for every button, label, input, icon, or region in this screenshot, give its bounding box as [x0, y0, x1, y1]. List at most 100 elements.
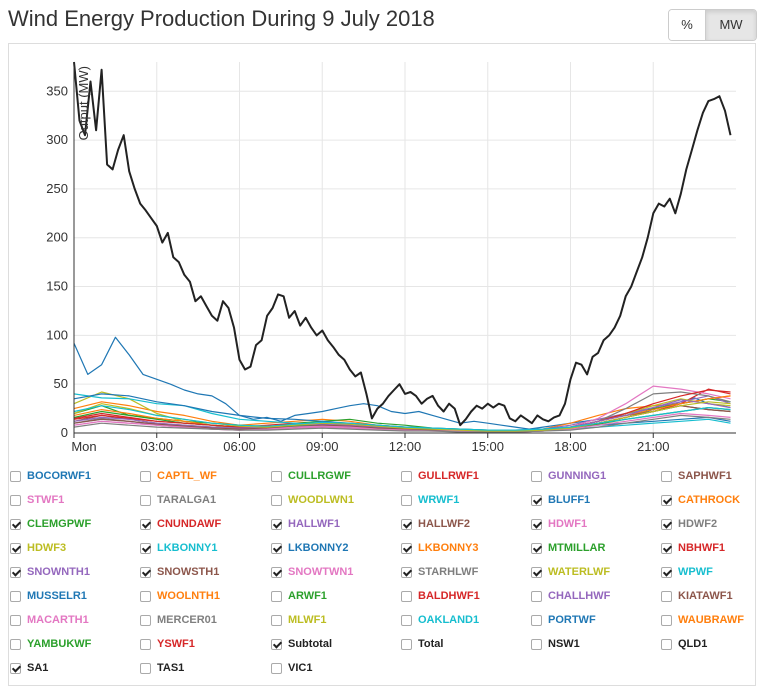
legend-item-snownth1[interactable]: SNOWNTH1 [10, 566, 90, 578]
legend-checkbox[interactable] [271, 494, 282, 506]
legend-checkbox[interactable] [10, 494, 21, 506]
legend-item-qld1[interactable]: QLD1 [661, 638, 707, 650]
legend-checkbox[interactable] [10, 614, 21, 626]
legend-item-mlwf1[interactable]: MLWF1 [271, 614, 327, 626]
legend-item-lkbonny3[interactable]: LKBONNY3 [401, 542, 479, 554]
legend-item-yswf1[interactable]: YSWF1 [140, 638, 195, 650]
legend-item-stwf1[interactable]: STWF1 [10, 494, 64, 506]
legend-item-woolnth1[interactable]: WOOLNTH1 [140, 590, 220, 602]
legend-item-baldhwf1[interactable]: BALDHWF1 [401, 590, 480, 602]
legend-item-mtmillar[interactable]: MTMILLAR [531, 542, 605, 554]
legend-checkbox[interactable] [401, 518, 412, 530]
legend-checkbox[interactable] [271, 614, 282, 626]
legend-checkbox[interactable] [531, 638, 542, 650]
legend-checkbox[interactable] [140, 614, 151, 626]
legend-item-captl_wf[interactable]: CAPTL_WF [140, 470, 217, 482]
legend-checkbox[interactable] [661, 494, 672, 506]
legend-item-snowsth1[interactable]: SNOWSTH1 [140, 566, 219, 578]
legend-checkbox[interactable] [271, 470, 282, 482]
legend-item-portwf[interactable]: PORTWF [531, 614, 596, 626]
legend-item-cullrgwf[interactable]: CULLRGWF [271, 470, 351, 482]
legend-item-macarth1[interactable]: MACARTH1 [10, 614, 89, 626]
legend-checkbox[interactable] [531, 590, 542, 602]
legend-item-hdwf3[interactable]: HDWF3 [10, 542, 66, 554]
legend-item-total[interactable]: Total [401, 638, 443, 650]
legend-item-oakland1[interactable]: OAKLAND1 [401, 614, 479, 626]
legend-checkbox[interactable] [140, 470, 151, 482]
legend-item-vic1[interactable]: VIC1 [271, 662, 312, 674]
mw-button[interactable]: MW [706, 10, 756, 40]
legend-checkbox[interactable] [140, 518, 151, 530]
legend-checkbox[interactable] [140, 566, 151, 578]
legend-checkbox[interactable] [401, 566, 412, 578]
legend-item-woodlwn1[interactable]: WOODLWN1 [271, 494, 354, 506]
legend-checkbox[interactable] [10, 470, 21, 482]
legend-checkbox[interactable] [271, 542, 282, 554]
legend-item-nbhwf1[interactable]: NBHWF1 [661, 542, 725, 554]
legend-item-lkbonny1[interactable]: LKBONNY1 [140, 542, 218, 554]
legend-item-taralga1[interactable]: TARALGA1 [140, 494, 216, 506]
legend-checkbox[interactable] [140, 590, 151, 602]
legend-checkbox[interactable] [140, 542, 151, 554]
legend-checkbox[interactable] [10, 590, 21, 602]
legend-checkbox[interactable] [531, 566, 542, 578]
legend-item-hallwf1[interactable]: HALLWF1 [271, 518, 340, 530]
legend-item-sa1[interactable]: SA1 [10, 662, 48, 674]
legend-checkbox[interactable] [661, 566, 672, 578]
legend-checkbox[interactable] [140, 494, 151, 506]
legend-item-arwf1[interactable]: ARWF1 [271, 590, 327, 602]
legend-checkbox[interactable] [10, 662, 21, 674]
legend-item-clemgpwf[interactable]: CLEMGPWF [10, 518, 91, 530]
legend-item-hallwf2[interactable]: HALLWF2 [401, 518, 470, 530]
legend-item-waubrawf[interactable]: WAUBRAWF [661, 614, 744, 626]
legend-item-lkbonny2[interactable]: LKBONNY2 [271, 542, 349, 554]
legend-item-gullrwf1[interactable]: GULLRWF1 [401, 470, 479, 482]
legend-checkbox[interactable] [401, 494, 412, 506]
legend-checkbox[interactable] [10, 518, 21, 530]
legend-checkbox[interactable] [531, 470, 542, 482]
percent-button[interactable]: % [669, 10, 706, 40]
legend-item-wpwf[interactable]: WPWF [661, 566, 713, 578]
legend-checkbox[interactable] [661, 542, 672, 554]
legend-item-mercer01[interactable]: MERCER01 [140, 614, 217, 626]
legend-checkbox[interactable] [140, 638, 151, 650]
legend-checkbox[interactable] [401, 614, 412, 626]
legend-checkbox[interactable] [10, 542, 21, 554]
legend-item-snowtwn1[interactable]: SNOWTWN1 [271, 566, 353, 578]
legend-item-nsw1[interactable]: NSW1 [531, 638, 580, 650]
legend-checkbox[interactable] [401, 590, 412, 602]
legend-item-hdwf2[interactable]: HDWF2 [661, 518, 717, 530]
legend-checkbox[interactable] [401, 542, 412, 554]
legend-item-cathrock[interactable]: CATHROCK [661, 494, 740, 506]
legend-checkbox[interactable] [10, 566, 21, 578]
legend-checkbox[interactable] [401, 638, 412, 650]
legend-checkbox[interactable] [531, 494, 542, 506]
legend-item-tas1[interactable]: TAS1 [140, 662, 184, 674]
legend-checkbox[interactable] [401, 470, 412, 482]
legend-checkbox[interactable] [271, 662, 282, 674]
legend-item-hdwf1[interactable]: HDWF1 [531, 518, 587, 530]
legend-checkbox[interactable] [531, 614, 542, 626]
legend-item-yambukwf[interactable]: YAMBUKWF [10, 638, 91, 650]
legend-checkbox[interactable] [661, 614, 672, 626]
legend-checkbox[interactable] [271, 590, 282, 602]
legend-item-cnundawf[interactable]: CNUNDAWF [140, 518, 221, 530]
legend-checkbox[interactable] [271, 638, 282, 650]
legend-item-starhlwf[interactable]: STARHLWF [401, 566, 478, 578]
legend-checkbox[interactable] [531, 518, 542, 530]
legend-item-wrwf1[interactable]: WRWF1 [401, 494, 459, 506]
legend-checkbox[interactable] [271, 566, 282, 578]
legend-checkbox[interactable] [531, 542, 542, 554]
legend-item-subtotal[interactable]: Subtotal [271, 638, 332, 650]
legend-item-challhwf[interactable]: CHALLHWF [531, 590, 610, 602]
legend-item-bluff1[interactable]: BLUFF1 [531, 494, 590, 506]
legend-item-saphwf1[interactable]: SAPHWF1 [661, 470, 732, 482]
legend-checkbox[interactable] [661, 638, 672, 650]
legend-checkbox[interactable] [661, 518, 672, 530]
legend-item-musselr1[interactable]: MUSSELR1 [10, 590, 87, 602]
legend-item-bocorwf1[interactable]: BOCORWF1 [10, 470, 91, 482]
legend-checkbox[interactable] [661, 470, 672, 482]
legend-item-kiatawf1[interactable]: KIATAWF1 [661, 590, 733, 602]
legend-checkbox[interactable] [271, 518, 282, 530]
legend-checkbox[interactable] [10, 638, 21, 650]
